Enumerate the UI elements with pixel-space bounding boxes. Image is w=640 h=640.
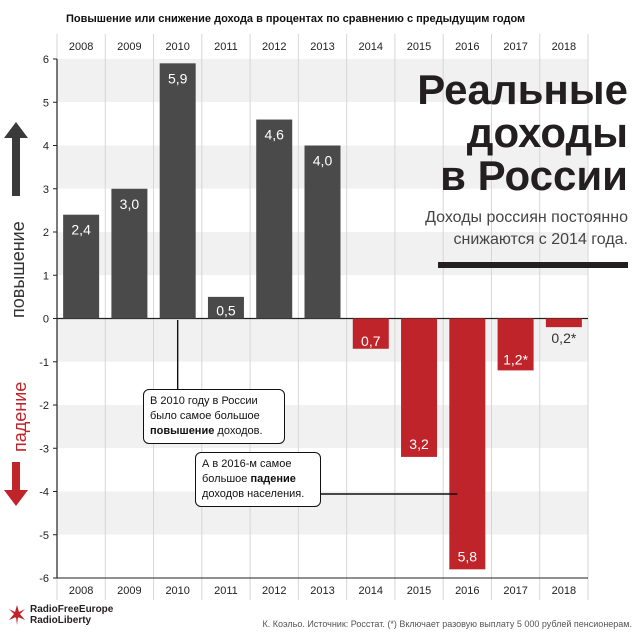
year-label-bottom-2012: 2012 xyxy=(262,585,286,597)
value-label-2013: 4,0 xyxy=(313,153,333,169)
bar-2012 xyxy=(256,119,293,319)
bar-2014 xyxy=(352,318,389,349)
y-tick-label: -1 xyxy=(39,357,49,369)
y-tick-label: 1 xyxy=(43,270,49,282)
value-label-2010: 5,9 xyxy=(168,70,188,86)
logo-line-2: RadioLiberty xyxy=(30,615,92,626)
value-label-2015: 3,2 xyxy=(409,436,429,452)
callout-2010-line-2: было самое большое xyxy=(150,410,260,422)
grid-band xyxy=(57,405,588,449)
logo-line-1: RadioFreeEurope xyxy=(30,604,114,615)
subtitle: Доходы россиян постоянно снижаются с 201… xyxy=(388,207,628,251)
value-label-2017: 1,2* xyxy=(503,351,528,367)
bar-2015 xyxy=(401,318,438,457)
callout-2010-bold: повышение xyxy=(150,425,215,437)
top-strip xyxy=(57,34,588,59)
year-label-bottom-2017: 2017 xyxy=(503,585,527,597)
down-arrow-icon xyxy=(4,462,28,506)
year-label-top-2011: 2011 xyxy=(214,41,238,53)
y-tick-label: -3 xyxy=(39,443,49,455)
grid-band xyxy=(57,491,588,535)
value-label-2018: 0,2* xyxy=(551,330,576,346)
year-label-bottom-2015: 2015 xyxy=(407,585,431,597)
logo-icon xyxy=(9,605,25,625)
value-label-2014: 0,7 xyxy=(361,333,381,349)
year-label-bottom-2009: 2009 xyxy=(117,585,141,597)
decrease-label: падение xyxy=(10,381,30,452)
y-tick-label: 4 xyxy=(43,141,49,153)
year-label-bottom-2016: 2016 xyxy=(455,585,479,597)
year-label-top-2013: 2013 xyxy=(310,41,334,53)
y-tick-label: -4 xyxy=(39,487,49,499)
year-label-top-2014: 2014 xyxy=(359,41,383,53)
footer-note: К. Коэльо. Источник: Росстат. (*) Включа… xyxy=(262,619,633,629)
year-label-bottom-2018: 2018 xyxy=(552,585,576,597)
value-label-2009: 3,0 xyxy=(120,196,140,212)
callout-2010: В 2010 году в России было самое большое … xyxy=(143,389,285,444)
rferl-logo: RadioFreeEurope RadioLiberty xyxy=(8,604,148,626)
bar-2011 xyxy=(207,296,244,319)
y-tick-label: 5 xyxy=(43,97,49,109)
subtitle-underline xyxy=(438,262,628,268)
y-tick-label: 3 xyxy=(43,184,49,196)
year-label-top-2018: 2018 xyxy=(552,41,576,53)
title-line-3: в России xyxy=(440,152,628,199)
year-label-bottom-2011: 2011 xyxy=(214,585,238,597)
increase-label: повышение xyxy=(8,221,28,318)
title-block: Реальные доходы в России Доходы россиян … xyxy=(388,68,628,251)
grid-band xyxy=(57,59,588,103)
bar-2016 xyxy=(449,318,486,570)
callout-2016-line-2: большое падение xyxy=(202,472,314,487)
value-label-2016: 5,8 xyxy=(458,548,478,564)
subtitle-line-1: Доходы россиян постоянно xyxy=(425,209,628,226)
year-label-bottom-2008: 2008 xyxy=(69,585,93,597)
callout-2016-bold: падение xyxy=(250,473,296,485)
title-line-2: доходы xyxy=(466,109,628,156)
year-label-top-2012: 2012 xyxy=(262,41,286,53)
grid-band xyxy=(57,534,588,578)
title-line-1: Реальные xyxy=(417,66,628,113)
year-label-bottom-2013: 2013 xyxy=(310,585,334,597)
bar-2018 xyxy=(545,318,582,328)
y-tick-label: -2 xyxy=(39,400,49,412)
year-label-top-2015: 2015 xyxy=(407,41,431,53)
chart-header: Повышение или снижение дохода в процента… xyxy=(66,13,526,25)
year-label-top-2010: 2010 xyxy=(165,41,189,53)
bar-2017 xyxy=(497,318,534,371)
callout-2010-tail: доходов. xyxy=(214,425,263,437)
callout-2016: А в 2016-м самое большое падение доходов… xyxy=(195,452,321,507)
year-label-bottom-2014: 2014 xyxy=(359,585,383,597)
bar-2009 xyxy=(111,188,148,319)
value-label-2011: 0,5 xyxy=(216,303,236,319)
bar-2013 xyxy=(304,145,341,319)
value-label-2012: 4,6 xyxy=(264,127,284,143)
value-label-2008: 2,4 xyxy=(71,222,91,238)
y-tick-label: -5 xyxy=(39,530,49,542)
y-tick-label: 2 xyxy=(43,227,49,239)
year-label-top-2017: 2017 xyxy=(503,41,527,53)
y-tick-label: -6 xyxy=(39,573,49,585)
year-label-top-2009: 2009 xyxy=(117,41,141,53)
bar-2008 xyxy=(63,214,100,319)
y-tick-label: 6 xyxy=(43,54,49,66)
callout-2016-line-3: доходов населения. xyxy=(202,488,305,500)
year-label-bottom-2010: 2010 xyxy=(165,585,189,597)
year-label-top-2016: 2016 xyxy=(455,41,479,53)
callout-2016-line-1: А в 2016-м самое xyxy=(202,458,292,470)
callout-2016-pre: большое xyxy=(202,473,251,485)
y-tick-label: 0 xyxy=(43,314,49,326)
year-label-top-2008: 2008 xyxy=(69,41,93,53)
up-arrow-icon xyxy=(4,122,28,196)
callout-2010-line-3: повышение доходов. xyxy=(150,424,278,439)
grid-band xyxy=(57,102,588,146)
grid-band xyxy=(57,448,588,492)
callout-2010-line-1: В 2010 году в России xyxy=(150,395,258,407)
subtitle-line-2: снижаются с 2014 года. xyxy=(453,231,628,248)
bar-2010 xyxy=(159,63,196,319)
